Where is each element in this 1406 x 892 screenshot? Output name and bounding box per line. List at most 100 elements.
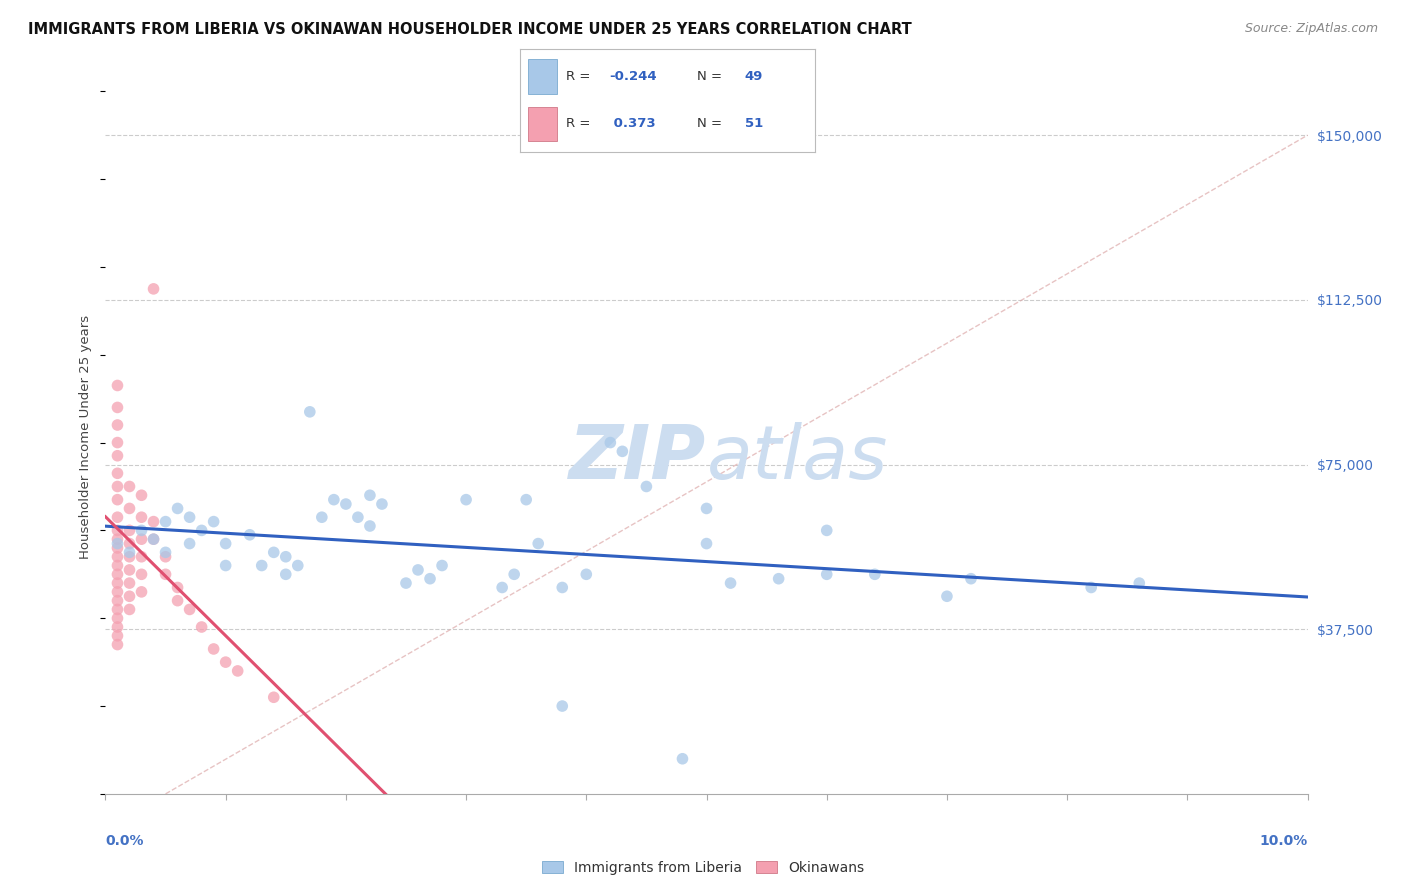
- Text: R =: R =: [567, 118, 595, 130]
- Point: [118, 576, 141, 591]
- Point: [287, 558, 309, 573]
- Point: [107, 567, 129, 582]
- Point: [311, 510, 333, 524]
- Point: [131, 524, 153, 538]
- Point: [107, 401, 129, 415]
- Point: [335, 497, 357, 511]
- Text: R =: R =: [567, 70, 595, 83]
- Point: [359, 519, 381, 533]
- Point: [190, 524, 212, 538]
- Point: [274, 549, 297, 564]
- Point: [131, 585, 153, 599]
- Bar: [527, 59, 557, 95]
- Point: [179, 602, 201, 616]
- Point: [491, 581, 513, 595]
- Point: [107, 611, 129, 625]
- Point: [142, 532, 165, 546]
- Point: [214, 536, 236, 550]
- Text: N =: N =: [697, 118, 727, 130]
- Point: [202, 515, 225, 529]
- Point: [599, 435, 621, 450]
- Point: [118, 589, 141, 603]
- Point: [274, 567, 297, 582]
- Point: [671, 752, 693, 766]
- Text: atlas: atlas: [707, 423, 889, 494]
- Point: [107, 558, 129, 573]
- Point: [107, 585, 129, 599]
- Point: [118, 501, 141, 516]
- Point: [347, 510, 370, 524]
- Point: [527, 536, 550, 550]
- Point: [107, 492, 129, 507]
- Point: [166, 501, 188, 516]
- Point: [131, 567, 153, 582]
- Point: [155, 567, 177, 582]
- Point: [107, 541, 129, 555]
- Point: [551, 699, 574, 714]
- Point: [107, 435, 129, 450]
- Text: IMMIGRANTS FROM LIBERIA VS OKINAWAN HOUSEHOLDER INCOME UNDER 25 YEARS CORRELATIO: IMMIGRANTS FROM LIBERIA VS OKINAWAN HOUS…: [28, 22, 912, 37]
- Point: [1080, 581, 1102, 595]
- Y-axis label: Householder Income Under 25 years: Householder Income Under 25 years: [79, 315, 93, 559]
- Point: [179, 510, 201, 524]
- Point: [118, 545, 141, 559]
- Point: [107, 479, 129, 493]
- Text: -0.244: -0.244: [609, 70, 657, 83]
- Text: 0.0%: 0.0%: [105, 834, 143, 848]
- Point: [419, 572, 441, 586]
- Point: [118, 563, 141, 577]
- Point: [863, 567, 886, 582]
- Point: [454, 492, 477, 507]
- Point: [815, 567, 838, 582]
- Point: [322, 492, 344, 507]
- Point: [107, 536, 129, 550]
- Point: [515, 492, 537, 507]
- Point: [250, 558, 273, 573]
- Point: [107, 378, 129, 392]
- Point: [107, 524, 129, 538]
- Point: [371, 497, 394, 511]
- Point: [107, 449, 129, 463]
- Point: [298, 405, 321, 419]
- Text: ZIP: ZIP: [569, 422, 707, 495]
- Point: [696, 536, 718, 550]
- Point: [118, 602, 141, 616]
- Point: [155, 549, 177, 564]
- Point: [575, 567, 598, 582]
- Point: [696, 501, 718, 516]
- Text: 51: 51: [745, 118, 763, 130]
- Point: [107, 532, 129, 546]
- Point: [166, 581, 188, 595]
- Point: [142, 515, 165, 529]
- Point: [107, 510, 129, 524]
- Point: [263, 545, 285, 559]
- Point: [430, 558, 453, 573]
- Point: [131, 488, 153, 502]
- Point: [166, 593, 188, 607]
- Point: [118, 479, 141, 493]
- Point: [214, 655, 236, 669]
- Point: [107, 576, 129, 591]
- Point: [118, 524, 141, 538]
- Point: [118, 549, 141, 564]
- Point: [179, 536, 201, 550]
- Point: [142, 282, 165, 296]
- Text: 10.0%: 10.0%: [1260, 834, 1308, 848]
- Point: [214, 558, 236, 573]
- Point: [107, 467, 129, 481]
- Point: [107, 417, 129, 432]
- Legend: Immigrants from Liberia, Okinawans: Immigrants from Liberia, Okinawans: [537, 855, 869, 880]
- Point: [406, 563, 429, 577]
- Point: [263, 690, 285, 705]
- Text: N =: N =: [697, 70, 727, 83]
- Point: [720, 576, 742, 591]
- Point: [226, 664, 249, 678]
- Point: [107, 593, 129, 607]
- Point: [551, 581, 574, 595]
- Point: [359, 488, 381, 502]
- Point: [190, 620, 212, 634]
- Point: [131, 510, 153, 524]
- Point: [815, 524, 838, 538]
- Point: [107, 602, 129, 616]
- Point: [1128, 576, 1150, 591]
